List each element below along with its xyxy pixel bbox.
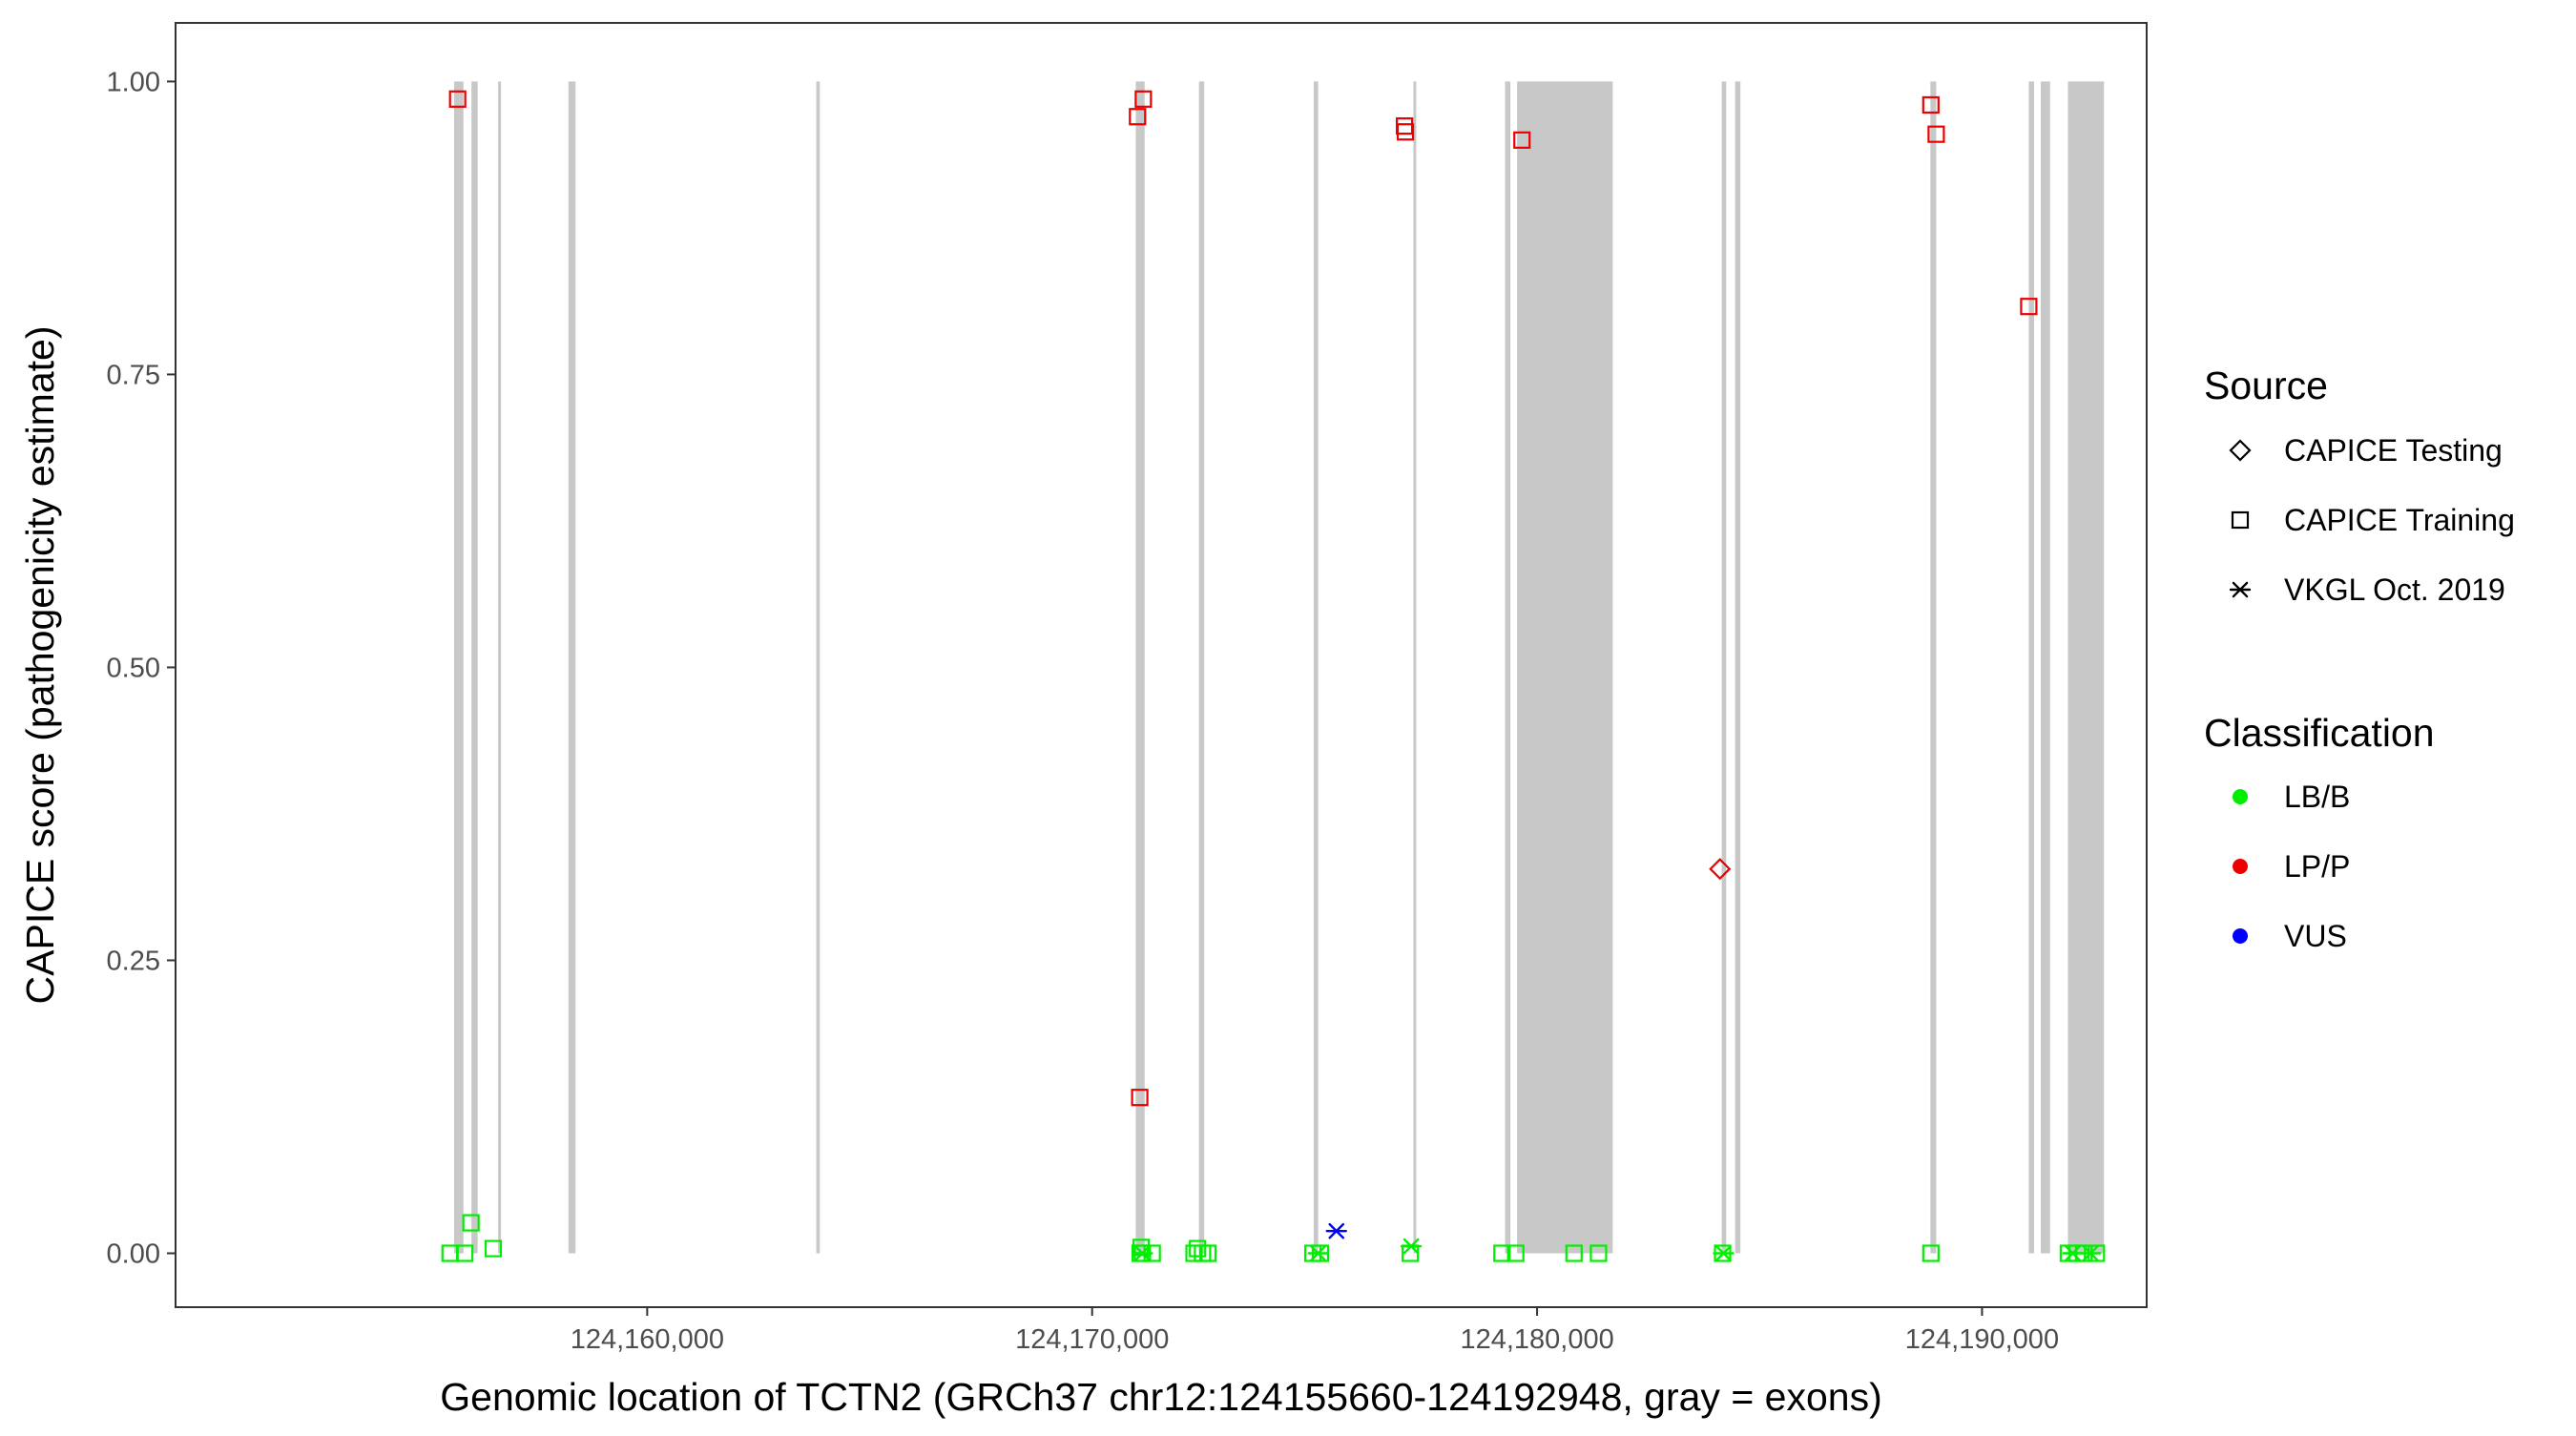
legend-key-dot [2233, 789, 2248, 804]
data-point [1129, 108, 1147, 126]
exon-band [453, 81, 464, 1254]
data-point [2080, 1245, 2102, 1261]
data-point [1325, 1222, 1347, 1239]
exon-band [1313, 81, 1319, 1254]
exon-band [2028, 81, 2035, 1254]
data-point [1134, 90, 1153, 108]
data-point [1307, 1245, 1329, 1261]
legend-title-source: Source [2204, 364, 2328, 407]
exon-band [568, 81, 576, 1254]
legend-label: CAPICE Testing [2284, 433, 2503, 468]
legend-key-square [2231, 510, 2250, 530]
data-point [462, 1214, 480, 1232]
x-tick-label: 124,190,000 [1905, 1324, 2059, 1355]
x-axis-title: Genomic location of TCTN2 (GRCh37 chr12:… [440, 1375, 1881, 1419]
y-tick-label: 0.00 [107, 1239, 160, 1270]
data-point [1493, 1244, 1511, 1262]
data-point [1922, 95, 1940, 114]
data-point [1565, 1244, 1583, 1262]
x-tick-label: 124,160,000 [571, 1324, 724, 1355]
exon-band [1735, 81, 1741, 1254]
legend-label: CAPICE Training [2284, 503, 2515, 537]
exon-band [1721, 81, 1727, 1254]
data-point [1506, 1244, 1525, 1262]
exon-band [1135, 81, 1145, 1254]
exon-band [816, 81, 821, 1254]
data-point [1132, 1245, 1153, 1261]
data-point [1400, 1238, 1423, 1255]
legend-key-diamond [2229, 439, 2252, 462]
exon-band [2041, 81, 2050, 1254]
y-axis-title: CAPICE score (pathogenicity estimate) [18, 326, 62, 1005]
exon-band [1517, 81, 1613, 1254]
exon-band [1413, 81, 1417, 1254]
legend-sources: CAPICE Testing CAPICE Training VKGL Oct. 2… [2229, 433, 2515, 607]
y-tick-label: 0.50 [107, 653, 160, 683]
data-point [2020, 298, 2038, 316]
panel-border [175, 22, 2148, 1308]
data-point [484, 1239, 503, 1258]
legend-label: VKGL Oct. 2019 [2284, 572, 2505, 607]
exon-band [1198, 81, 1205, 1254]
x-tick-label: 124,180,000 [1460, 1324, 1613, 1355]
legend-key-dot [2233, 859, 2248, 874]
data-point [1198, 1244, 1217, 1262]
legend-label: LB/B [2284, 780, 2350, 814]
data-point [1513, 131, 1531, 149]
axis-layer: 0.00 0.25 0.50 0.75 1.00 124,160,000 124,170,0… [107, 67, 2060, 1355]
y-tick-label: 0.75 [107, 360, 160, 390]
legend-key-dot [2233, 928, 2248, 944]
data-point [2062, 1245, 2084, 1261]
data-point [448, 90, 467, 108]
exon-band [498, 81, 502, 1254]
data-point [1189, 1239, 1207, 1258]
y-tick-label: 0.25 [107, 946, 160, 976]
exon-band [2067, 81, 2105, 1254]
data-point [1131, 1089, 1149, 1107]
exon-band [471, 81, 478, 1254]
legend-label: VUS [2284, 919, 2347, 953]
legend-label: LP/P [2284, 849, 2350, 884]
legend-classes: LB/B LP/P VUS [2233, 780, 2350, 953]
legend-key-asterisk [2229, 581, 2252, 598]
exon-band [1930, 81, 1937, 1254]
legend: Source CAPICE Testing CAPICE Training VKGL… [2204, 364, 2515, 953]
data-point [1713, 1245, 1735, 1261]
x-tick-label: 124,170,000 [1015, 1324, 1169, 1355]
data-point [1927, 125, 1945, 143]
data-point [1922, 1244, 1940, 1262]
data-point [1589, 1244, 1608, 1262]
exon-layer [453, 81, 2105, 1254]
y-tick-label: 1.00 [107, 67, 160, 97]
data-point [1709, 858, 1732, 881]
exon-band [1505, 81, 1511, 1254]
legend-title-classification: Classification [2204, 711, 2435, 755]
data-point [1396, 123, 1415, 141]
data-point [456, 1244, 474, 1262]
point-layer [441, 90, 2106, 1262]
